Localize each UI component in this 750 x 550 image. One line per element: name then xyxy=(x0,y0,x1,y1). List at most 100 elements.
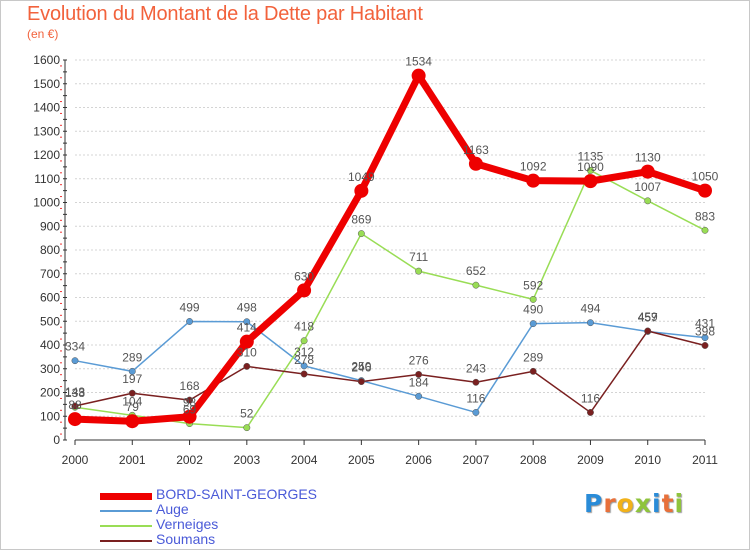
data-label: 711 xyxy=(409,250,428,264)
y-tick-label: 700 xyxy=(40,267,60,281)
logo-letter: i xyxy=(674,489,685,518)
legend-swatch xyxy=(100,525,152,527)
data-point xyxy=(529,367,537,375)
legend-label: Auge xyxy=(156,501,189,517)
data-label: 289 xyxy=(523,350,543,364)
logo-letter: o xyxy=(616,489,635,518)
data-point xyxy=(300,337,308,345)
data-point xyxy=(68,412,82,427)
data-point xyxy=(415,371,423,378)
data-point xyxy=(640,164,655,179)
data-point xyxy=(644,327,652,335)
data-label: 197 xyxy=(122,372,142,386)
logo-letter: x xyxy=(634,489,652,518)
data-label: 52 xyxy=(240,407,254,421)
data-label: 869 xyxy=(351,213,371,227)
data-point xyxy=(128,367,136,375)
data-point xyxy=(300,370,308,378)
data-label: 69 xyxy=(183,403,197,417)
series-line-bord-saint-georges xyxy=(71,72,709,425)
data-label: 1007 xyxy=(634,180,661,194)
logo-letter: r xyxy=(603,489,617,518)
data-label: 246 xyxy=(351,361,371,375)
data-point xyxy=(243,424,251,432)
data-point xyxy=(526,173,541,188)
data-point xyxy=(587,319,594,327)
y-tick-label: 1400 xyxy=(33,101,60,115)
data-label: 184 xyxy=(409,375,429,389)
x-tick-label: 2003 xyxy=(233,453,260,467)
y-tick-label: 1600 xyxy=(33,53,60,67)
data-label: 431 xyxy=(695,317,715,331)
data-label: 243 xyxy=(466,361,486,375)
y-tick-label: 300 xyxy=(40,362,60,376)
x-tick-label: 2002 xyxy=(176,453,203,467)
data-label: 459 xyxy=(638,310,658,324)
data-label: 1135 xyxy=(578,149,604,163)
data-label: 312 xyxy=(294,345,314,359)
y-tick-label: 500 xyxy=(40,314,60,328)
data-point xyxy=(698,183,712,198)
data-point xyxy=(529,320,537,328)
y-tick-label: 900 xyxy=(40,219,60,233)
data-point xyxy=(701,226,709,234)
data-point xyxy=(587,166,594,174)
x-tick-label: 2007 xyxy=(463,453,490,467)
series-line-soumans xyxy=(74,330,706,414)
data-point xyxy=(472,281,480,289)
x-tick-label: 2000 xyxy=(62,453,89,467)
data-point xyxy=(357,378,365,386)
data-label: 1049 xyxy=(348,170,375,184)
data-point xyxy=(411,68,426,83)
series-line-verneiges xyxy=(74,169,706,429)
x-tick-label: 2004 xyxy=(291,453,318,467)
legend-label: Verneiges xyxy=(156,516,219,532)
data-label: 334 xyxy=(65,340,85,354)
data-label: 414 xyxy=(237,321,257,335)
series-line-auge xyxy=(74,320,706,414)
data-point xyxy=(182,409,197,424)
data-label: 1050 xyxy=(692,170,719,184)
data-label: 652 xyxy=(466,264,486,278)
y-tick-label: 100 xyxy=(40,409,60,423)
y-tick-label: 1300 xyxy=(33,124,60,138)
data-label: 498 xyxy=(237,301,257,315)
data-label: 143 xyxy=(65,385,85,399)
data-label: 418 xyxy=(294,320,314,334)
data-point xyxy=(644,197,652,205)
data-label: 98 xyxy=(183,396,197,410)
data-point xyxy=(243,318,251,326)
data-label: 310 xyxy=(237,345,257,359)
logo-letter: P xyxy=(584,489,604,518)
y-tick-label: 200 xyxy=(40,386,60,400)
data-label: 250 xyxy=(351,360,371,374)
x-tick-label: 2006 xyxy=(405,453,432,467)
data-label: 79 xyxy=(126,400,140,414)
data-point xyxy=(125,414,140,429)
data-label: 88 xyxy=(68,398,82,412)
y-tick-label: 0 xyxy=(53,433,60,447)
data-label: 116 xyxy=(466,391,485,405)
x-tick-label: 2010 xyxy=(634,453,661,467)
data-point xyxy=(415,267,423,275)
y-tick-label: 600 xyxy=(40,291,60,305)
data-point xyxy=(71,357,79,365)
data-label: 457 xyxy=(638,310,658,324)
data-label: 494 xyxy=(580,302,600,316)
data-point xyxy=(529,295,537,303)
legend-swatch xyxy=(100,493,152,500)
data-label: 116 xyxy=(581,391,600,405)
logo-letter: t xyxy=(661,489,675,518)
data-label: 289 xyxy=(122,350,142,364)
data-point xyxy=(71,402,79,410)
legend-swatch xyxy=(100,540,152,542)
legend-label: BORD-SAINT-GEORGES xyxy=(156,486,318,502)
data-label: 276 xyxy=(409,353,429,367)
y-tick-label: 400 xyxy=(40,338,60,352)
data-point xyxy=(239,334,254,349)
data-label: 592 xyxy=(523,278,543,292)
data-label: 883 xyxy=(695,209,715,223)
x-tick-label: 2009 xyxy=(577,453,604,467)
data-label: 1163 xyxy=(463,143,489,157)
